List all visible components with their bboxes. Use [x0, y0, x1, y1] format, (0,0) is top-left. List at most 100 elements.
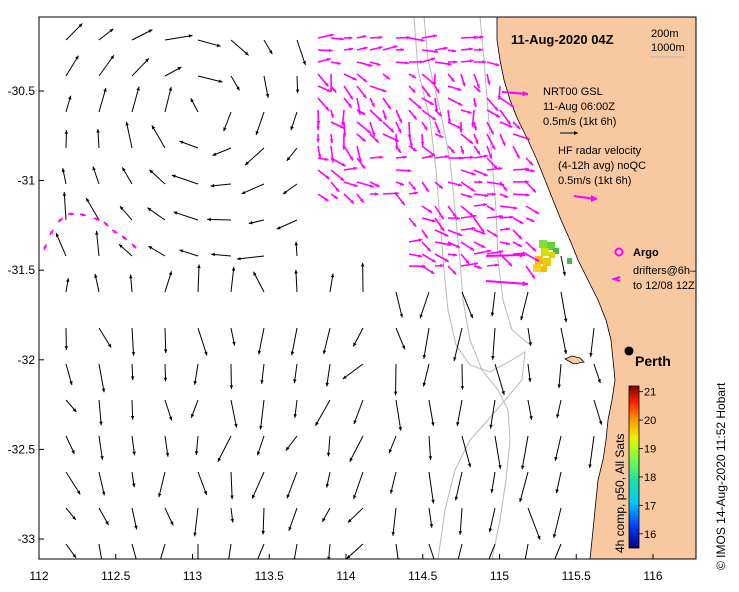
model-arrow: [257, 327, 265, 355]
model-arrow: [230, 471, 234, 500]
hf-arrow: [343, 166, 358, 171]
model-arrow: [294, 269, 298, 293]
model-arrow: [457, 543, 463, 559]
lon-tick-label: 115: [490, 569, 509, 583]
hf-arrow: [473, 217, 485, 233]
hf-arrow: [473, 203, 488, 207]
model-arrow: [290, 327, 298, 356]
hf-arrow: [447, 229, 463, 237]
model-arrow: [244, 147, 265, 166]
model-arrow: [460, 363, 465, 390]
hf-arrow: [486, 61, 500, 67]
hf-arrow: [512, 229, 523, 240]
hf-arrow: [486, 121, 495, 135]
lon-tick-label: 114: [336, 569, 355, 583]
perth-label: Perth: [635, 353, 671, 369]
model-arrow: [554, 543, 562, 559]
lat-tick-label: -31.5: [8, 263, 36, 277]
hf-arrow: [512, 217, 524, 225]
hf-arrow: [434, 154, 449, 159]
hf-arrow: [369, 181, 380, 188]
model-arrow: [263, 75, 270, 98]
model-arrow: [321, 507, 331, 523]
hf-arrow: [356, 145, 362, 163]
hf-arrow: [434, 85, 440, 94]
hf-arrow: [382, 45, 398, 51]
hf-arrow: [329, 133, 334, 144]
hf-arrow: [460, 214, 477, 219]
hf-arrow: [473, 169, 488, 177]
model-arrow: [293, 363, 298, 384]
model-arrow: [488, 543, 496, 559]
hf-arrow: [499, 193, 509, 199]
hf-arrow: [421, 154, 434, 159]
model-arrow: [65, 95, 72, 113]
hf-arrow: [395, 121, 402, 134]
model-arrow: [286, 147, 298, 162]
model-arrow: [325, 363, 331, 387]
model-arrow: [315, 399, 331, 427]
hf-arrow: [460, 109, 472, 114]
plot-frame: [38, 16, 697, 560]
hf-arrow: [421, 229, 429, 239]
model-arrow: [98, 87, 107, 113]
hf-arrow: [432, 73, 437, 86]
hf-arrow: [434, 181, 444, 190]
model-arrow: [98, 28, 114, 41]
hf-arrow: [343, 145, 354, 161]
hf-arrow: [330, 37, 344, 41]
lon-tick-label: 112.5: [101, 569, 130, 583]
model-arrow: [428, 471, 435, 504]
model-arrow: [163, 363, 168, 382]
hf-arrow: [408, 191, 419, 195]
hf-arrow: [486, 166, 503, 171]
model-arrow: [488, 507, 496, 533]
hf-arrow: [330, 85, 337, 93]
hf-arrow: [408, 145, 418, 152]
model-arrow: [121, 167, 133, 185]
hf-arrow: [421, 181, 430, 193]
model-arrow: [428, 435, 433, 461]
colorbar-tick-label: 17: [644, 500, 656, 512]
model-arrow: [230, 327, 236, 346]
hf-arrow-strong: [501, 90, 529, 97]
hf-arrow: [356, 181, 375, 188]
hf-arrow: [447, 216, 460, 220]
drifter-segment: [111, 229, 118, 234]
model-arrow: [131, 471, 136, 488]
hf-arrow: [460, 59, 474, 63]
hf-arrow: [395, 181, 405, 186]
model-arrow: [489, 399, 496, 429]
nrt-legend-arrow: [560, 131, 578, 135]
model-arrow: [164, 66, 182, 77]
hf-arrow: [473, 180, 483, 184]
model-arrow: [193, 363, 199, 385]
perth-marker: [624, 346, 634, 356]
lon-tick-label: 115.5: [562, 569, 591, 583]
model-arrow: [389, 471, 397, 494]
hf-arrow: [395, 145, 402, 154]
hf-arrow: [525, 168, 535, 173]
model-arrow: [255, 111, 265, 136]
model-arrow: [164, 271, 173, 293]
model-arrow: [293, 399, 298, 418]
hf-arrow: [369, 46, 383, 51]
model-arrow: [326, 435, 331, 457]
hf-arrow: [329, 73, 333, 92]
hf-arrow: [330, 157, 347, 167]
model-arrow: [65, 23, 83, 41]
model-arrow: [61, 168, 67, 185]
hf-arrow: [434, 61, 452, 66]
hf-arrow-strong: [485, 280, 529, 287]
hf-arrow: [447, 205, 457, 218]
model-arrow: [352, 327, 364, 347]
hf-arrow: [486, 263, 499, 267]
drifter-legend-line2: to 12/08 12Z: [633, 280, 695, 292]
hf-arrow: [317, 57, 332, 63]
model-arrow: [393, 363, 398, 396]
model-arrow: [325, 471, 331, 488]
hf-arrow: [408, 85, 416, 94]
model-arrow: [428, 507, 434, 528]
drifter-segment: [93, 217, 100, 221]
model-arrow: [179, 249, 199, 257]
